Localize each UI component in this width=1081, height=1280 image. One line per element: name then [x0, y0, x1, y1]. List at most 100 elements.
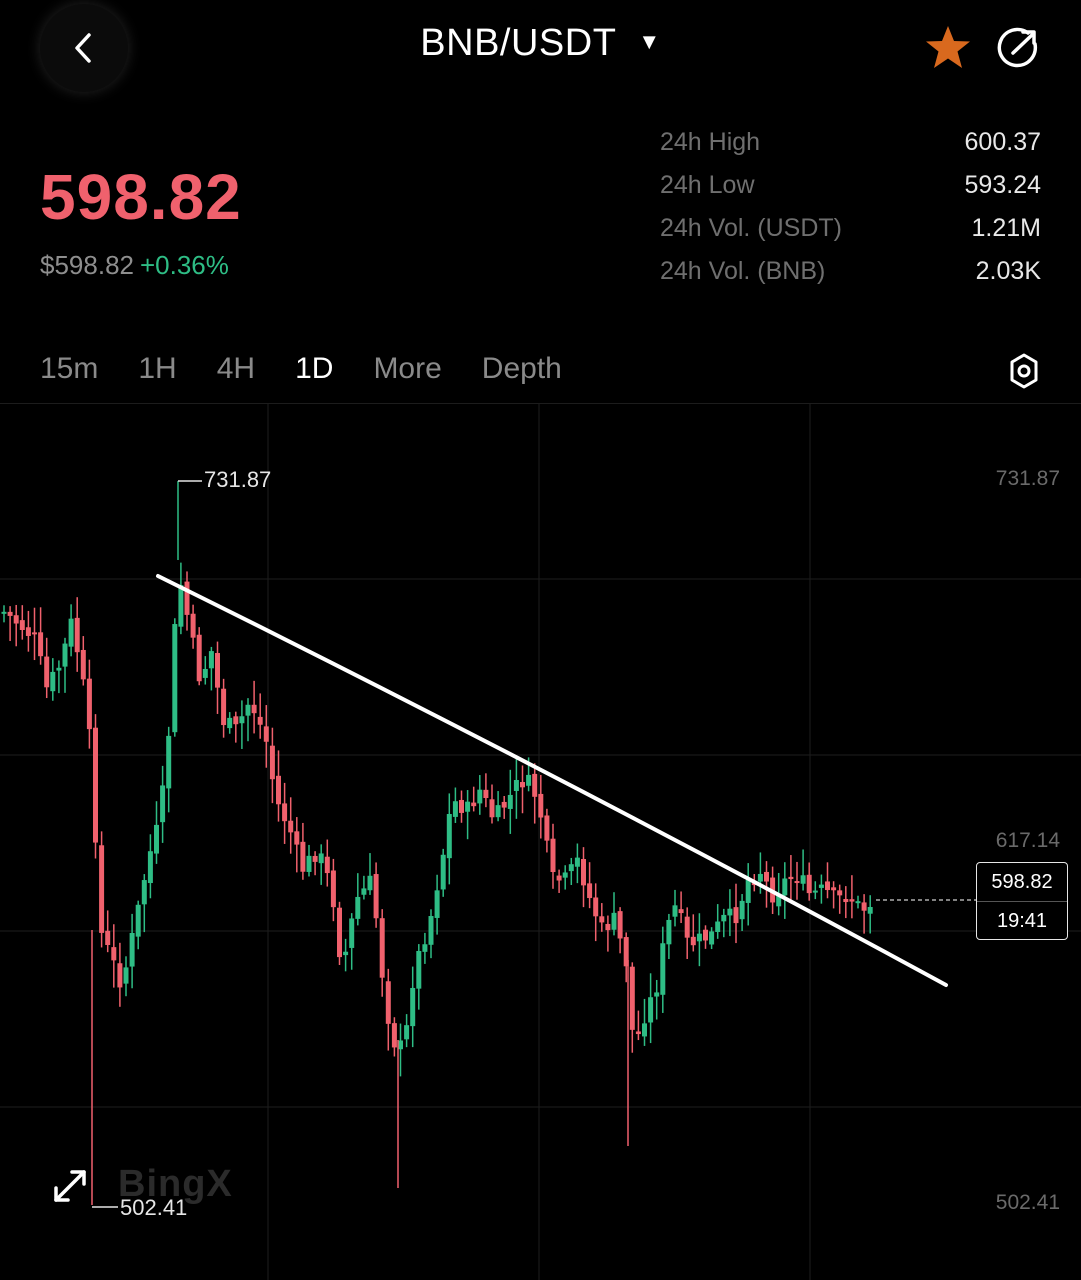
tab-more[interactable]: More: [373, 352, 442, 385]
candle-body: [623, 937, 629, 967]
tab-4h[interactable]: 4H: [216, 352, 256, 385]
candle-body: [166, 735, 172, 789]
candle-body: [690, 936, 696, 946]
candle-body: [86, 678, 92, 730]
candle-body: [507, 794, 513, 809]
candle-body: [800, 875, 806, 884]
candle-body: [111, 947, 117, 961]
timeframe-tabs: 15m 1H 4H 1D More Depth: [40, 352, 602, 386]
last-price: 598.82: [40, 161, 242, 233]
share-icon[interactable]: [996, 26, 1040, 70]
candle-body: [300, 841, 306, 872]
candle-body: [330, 870, 336, 908]
candle-body: [257, 716, 263, 725]
candle-body: [556, 875, 562, 881]
stat-value: 600.37: [964, 128, 1041, 156]
candle-body: [306, 855, 312, 872]
star-icon[interactable]: [924, 24, 972, 70]
candle-body: [544, 815, 550, 841]
candle-body: [629, 966, 635, 1030]
candle-body: [513, 780, 519, 791]
candle-body: [562, 872, 568, 878]
triangle-down-icon: ▼: [638, 29, 661, 54]
candle-body: [672, 905, 678, 917]
candle-body: [416, 950, 422, 989]
candle-body: [312, 855, 318, 862]
candle-body: [703, 929, 708, 941]
candle-body: [50, 671, 56, 692]
candle-body: [806, 874, 812, 894]
candle-body: [495, 805, 501, 818]
candle-body: [324, 856, 330, 874]
candle-body: [465, 801, 471, 812]
candle-body: [141, 880, 147, 905]
candle-body: [349, 918, 355, 948]
candle-body: [757, 873, 763, 882]
candle-body: [855, 901, 861, 904]
candle-body: [568, 864, 574, 872]
candle-body: [404, 1025, 410, 1040]
candle-body: [526, 774, 532, 786]
candle-body: [825, 881, 830, 891]
tab-15m[interactable]: 15m: [40, 352, 99, 385]
candle-body: [849, 899, 855, 902]
stat-row: 24h Vol. (BNB) 2.03K: [660, 257, 1041, 300]
candle-body: [251, 704, 257, 714]
candle-body: [861, 902, 867, 911]
candle-body: [446, 814, 452, 859]
candle-body: [489, 799, 495, 818]
candle-body: [831, 887, 837, 891]
stat-label: 24h Vol. (BNB): [660, 257, 826, 285]
chart-settings-icon[interactable]: [1007, 352, 1041, 390]
candle-body: [440, 854, 446, 890]
candle-body: [184, 581, 190, 615]
candle-body: [355, 896, 361, 919]
candle-body: [587, 883, 593, 899]
candle-body: [56, 667, 62, 671]
stat-label: 24h Vol. (USDT): [660, 214, 843, 242]
candle-body: [398, 1040, 403, 1050]
brand-watermark: BingX: [118, 1163, 233, 1205]
candle-body: [318, 853, 324, 864]
candle-body: [361, 888, 367, 895]
candle-body: [19, 620, 25, 630]
candle-body: [160, 785, 166, 823]
back-button[interactable]: [40, 4, 128, 92]
candle-body: [38, 632, 44, 657]
tabs-divider: [0, 403, 1081, 404]
candle-body: [93, 727, 98, 843]
candle-body: [373, 874, 379, 919]
candle-body: [471, 802, 477, 807]
candle-body: [678, 909, 684, 914]
candle-body: [276, 775, 281, 805]
stat-row: 24h Low 593.24: [660, 171, 1041, 214]
tab-depth[interactable]: Depth: [481, 352, 562, 385]
pair-selector[interactable]: BNB/USDT ▼: [0, 22, 1081, 65]
candle-body: [538, 793, 544, 818]
usd-price-line: $598.82 +0.36%: [40, 250, 229, 281]
candle-body: [599, 916, 605, 923]
high-marker-label: 731.87: [204, 467, 272, 492]
candle-body: [428, 916, 434, 945]
candle-body: [202, 668, 208, 678]
candle-body: [532, 773, 538, 797]
candle-body: [233, 716, 239, 725]
candle-countdown: 19:41: [996, 910, 1048, 932]
candle-body: [727, 908, 733, 916]
candle-body: [696, 933, 702, 942]
tab-1h[interactable]: 1H: [138, 352, 177, 385]
candle-body: [245, 704, 251, 716]
candlestick-chart[interactable]: [0, 404, 1081, 1280]
tab-1d[interactable]: 1D: [295, 352, 334, 385]
candle-body: [99, 845, 105, 933]
candle-body: [74, 617, 80, 653]
candle-body: [477, 789, 483, 804]
candle-body: [391, 1023, 397, 1048]
candle-body: [635, 1031, 641, 1035]
candle-body: [123, 967, 129, 984]
candle-body: [660, 943, 666, 995]
candle-body: [782, 878, 788, 896]
candle-body: [282, 803, 288, 822]
fullscreen-icon[interactable]: [52, 1168, 88, 1204]
candle-body: [13, 615, 19, 624]
